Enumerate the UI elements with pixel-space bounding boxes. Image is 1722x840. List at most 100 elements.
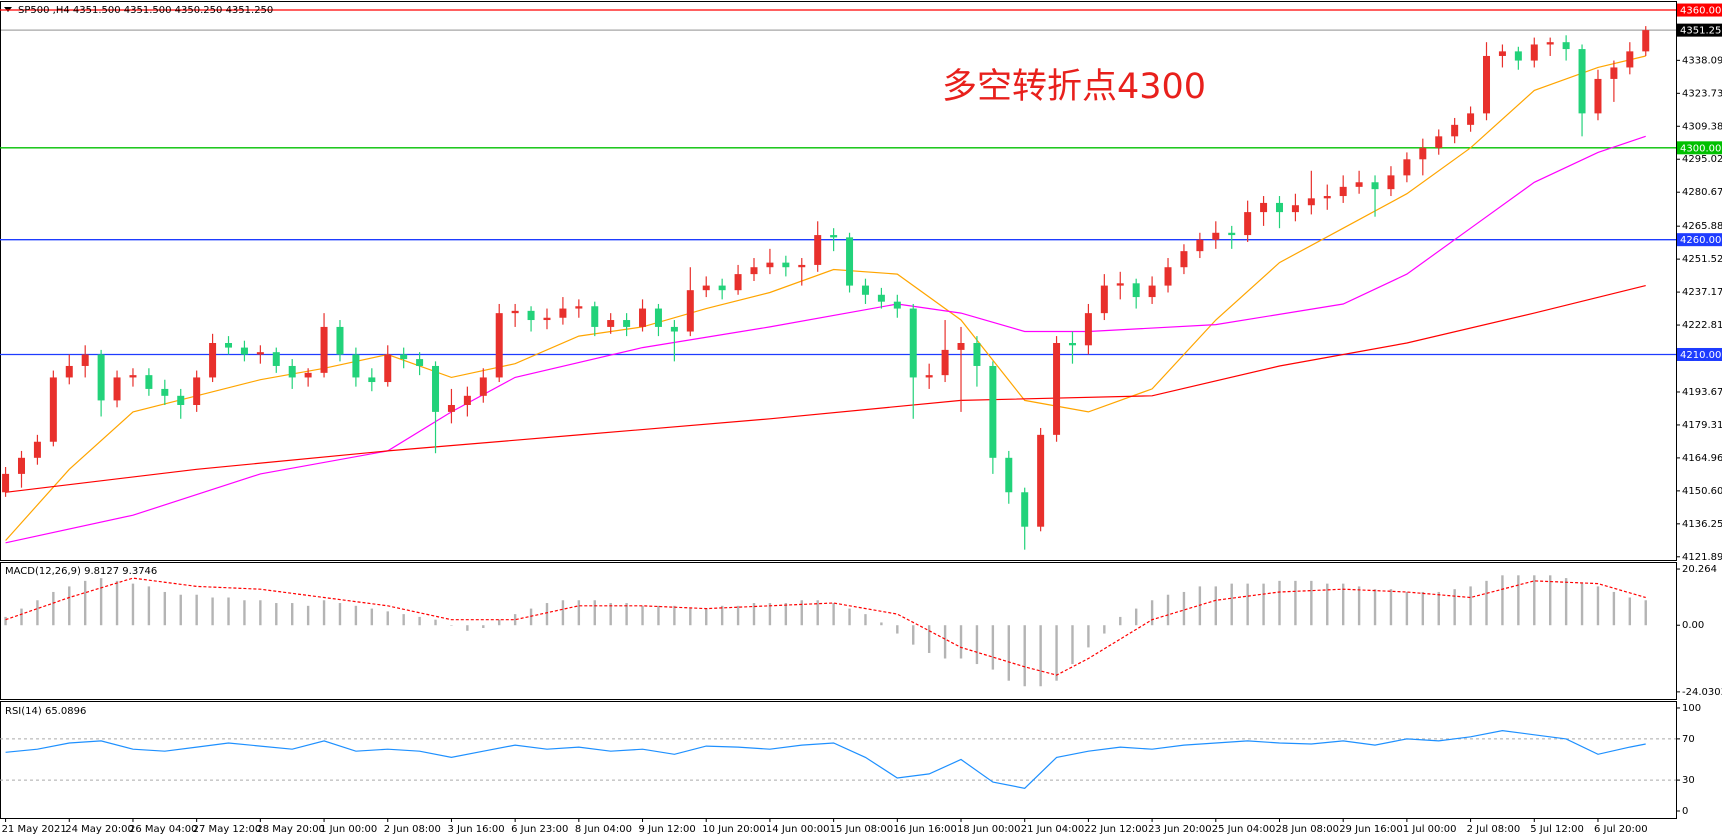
x-tick-label: 1 Jul 00:00 — [1403, 824, 1457, 835]
macd-bar — [1230, 583, 1233, 626]
x-tick-label: 9 Jun 12:00 — [639, 824, 696, 835]
macd-bar — [1421, 591, 1425, 626]
moving-average — [5, 55, 1646, 541]
candle-body — [782, 262, 790, 268]
candle-body — [798, 264, 806, 268]
y-tick-label: 0.00 — [1682, 620, 1704, 631]
candle-body — [1180, 251, 1188, 268]
level-label: 4260.000 — [1680, 235, 1722, 246]
macd-bar — [673, 605, 676, 626]
macd-bar — [52, 591, 55, 626]
candle-body — [989, 365, 997, 458]
macd-bar — [1119, 616, 1122, 626]
x-tick-label: 21 Jun 04:00 — [1021, 824, 1085, 835]
candle-body — [384, 354, 392, 383]
macd-bar — [338, 603, 342, 626]
macd-bar — [1182, 591, 1186, 626]
candle-body — [1498, 51, 1506, 56]
candle-body — [893, 301, 901, 309]
macd-bar — [943, 625, 947, 659]
candle-body — [1068, 343, 1076, 346]
chart-title: SP500 ,H4 4351.500 4351.500 4350.250 435… — [18, 5, 273, 16]
x-tick-label: 6 Jun 23:00 — [511, 824, 568, 835]
macd-bar — [593, 600, 596, 626]
y-tick-label: 4222.815 — [1682, 320, 1722, 331]
macd-bar — [657, 605, 660, 626]
macd-bar — [259, 600, 262, 626]
candle-body — [766, 262, 774, 268]
candle-body — [177, 395, 185, 405]
macd-bar — [545, 603, 549, 626]
x-tick-label: 6 Jul 20:00 — [1594, 824, 1648, 835]
candle-body — [877, 294, 885, 302]
candle-body — [17, 457, 25, 474]
level-label-box — [1677, 3, 1722, 17]
macd-bar — [68, 586, 71, 626]
macd-bar — [1039, 625, 1042, 687]
macd-bar — [434, 619, 437, 626]
candle-body — [1387, 175, 1395, 190]
candle-body — [129, 375, 137, 378]
macd-bar — [1628, 597, 1632, 626]
level-label-box — [1677, 233, 1722, 247]
candle-body — [320, 326, 328, 373]
macd-title: MACD(12,26,9) 9.8127 9.3746 — [5, 566, 157, 577]
macd-bar — [1596, 586, 1600, 626]
main-panel-border — [0, 1, 1677, 561]
candle-body — [1626, 51, 1634, 68]
macd-bar — [927, 625, 931, 653]
main-plot — [0, 9, 1676, 550]
candle-body — [1435, 136, 1443, 148]
candle-body — [909, 308, 917, 378]
x-tick-label: 22 Jun 12:00 — [1084, 824, 1148, 835]
x-tick-label: 15 Jun 08:00 — [830, 824, 894, 835]
macd-bar — [705, 608, 708, 626]
macd-bar — [1071, 625, 1074, 665]
candle-body — [607, 320, 615, 327]
candle-body — [861, 285, 869, 295]
macd-bar — [275, 603, 278, 626]
macd-bar — [99, 578, 103, 626]
candle-body — [1084, 313, 1092, 346]
x-tick-label: 16 Jun 16:00 — [893, 824, 957, 835]
macd-bar — [880, 622, 883, 626]
candle-body — [1132, 283, 1140, 298]
candle-body — [352, 354, 360, 378]
candle-body — [400, 354, 408, 360]
candle-body — [814, 235, 822, 265]
macd-bar — [20, 608, 23, 626]
candle-body — [734, 274, 742, 291]
x-tick-label: 5 Jul 12:00 — [1530, 824, 1584, 835]
candle-body — [1291, 205, 1299, 213]
candle-body — [1260, 202, 1268, 213]
candle-body — [304, 372, 312, 378]
candle-body — [941, 349, 949, 376]
candle-body — [495, 313, 503, 378]
x-tick-label: 25 Jun 04:00 — [1212, 824, 1276, 835]
candle-body — [1307, 198, 1315, 206]
macd-bar — [736, 605, 740, 626]
macd-bar — [609, 603, 612, 626]
candle-body — [1244, 212, 1252, 236]
macd-bar — [832, 603, 835, 626]
macd-bar — [625, 603, 628, 626]
x-tick-label: 18 Jun 00:00 — [957, 824, 1021, 835]
candle-body — [973, 343, 981, 366]
macd-bar — [1389, 589, 1393, 626]
candle-body — [1467, 113, 1475, 125]
x-tick-label: 2 Jun 08:00 — [384, 824, 441, 835]
candle-body — [511, 310, 519, 314]
y-tick-label: 20.264 — [1682, 564, 1717, 575]
macd-bar — [1326, 583, 1329, 626]
level-label: 4210.000 — [1680, 350, 1722, 361]
macd-bar — [498, 619, 501, 626]
macd-bar — [163, 591, 167, 626]
macd-bar — [1501, 575, 1504, 626]
macd-bar — [1055, 625, 1058, 681]
candle-body — [623, 320, 631, 327]
x-tick-label: 29 Jun 16:00 — [1339, 824, 1403, 835]
macd-bar — [1278, 580, 1281, 626]
candle-body — [288, 365, 296, 378]
macd-bar — [768, 603, 772, 626]
candle-body — [1610, 67, 1618, 79]
